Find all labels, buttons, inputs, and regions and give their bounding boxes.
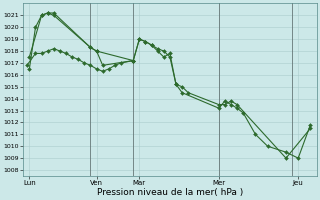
- X-axis label: Pression niveau de la mer( hPa ): Pression niveau de la mer( hPa ): [97, 188, 243, 197]
